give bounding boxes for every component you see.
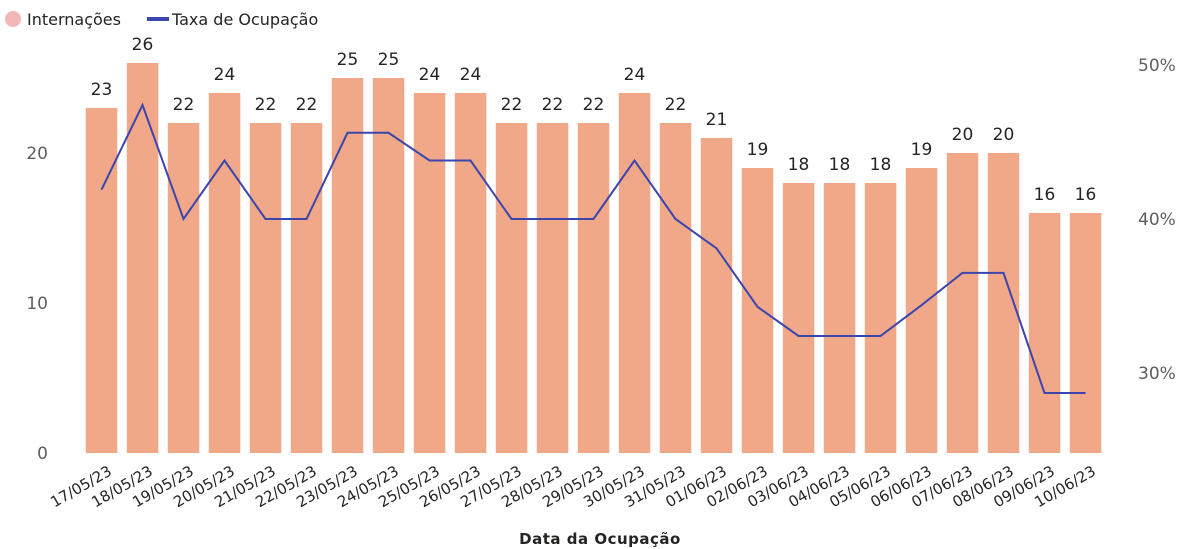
legend-marker-taxa-ocupacao	[147, 17, 169, 21]
bar	[577, 123, 610, 453]
bar	[1028, 213, 1061, 453]
bar-data-label: 23	[91, 80, 113, 100]
bar-data-label: 22	[665, 95, 687, 115]
y-tick-label: 20	[26, 144, 48, 164]
bar-data-label: 19	[747, 140, 769, 160]
legend-marker-internacoes	[5, 11, 21, 27]
bar	[536, 123, 569, 453]
bar	[659, 123, 692, 453]
bar	[85, 108, 118, 453]
bar	[946, 153, 979, 453]
y-axis-right: 30% 40% 50%	[1138, 56, 1176, 384]
bar-data-label: 18	[870, 155, 892, 175]
y2-tick-label: 40%	[1138, 210, 1176, 230]
bar-data-label: 22	[583, 95, 605, 115]
legend: Internações Taxa de Ocupação	[5, 10, 318, 29]
bar	[1069, 213, 1102, 453]
bar	[905, 168, 938, 453]
bar	[782, 183, 815, 453]
bar	[700, 138, 733, 453]
x-axis: 17/05/2318/05/2319/05/2320/05/2321/05/23…	[47, 462, 1098, 511]
bar	[618, 93, 651, 453]
bar-data-label: 25	[378, 50, 400, 70]
bar-data-label: 19	[911, 140, 933, 160]
bar	[823, 183, 856, 453]
legend-label-internacoes: Internações	[27, 10, 121, 29]
bar-data-label: 24	[460, 65, 482, 85]
bar	[126, 63, 159, 453]
bar-data-label: 21	[706, 110, 728, 130]
legend-label-taxa-ocupacao: Taxa de Ocupação	[171, 10, 318, 29]
bar-data-label: 24	[624, 65, 646, 85]
bar	[331, 78, 364, 453]
bar	[454, 93, 487, 453]
bar-data-label: 22	[501, 95, 523, 115]
bar	[741, 168, 774, 453]
bar	[864, 183, 897, 453]
bar	[167, 123, 200, 453]
bar-series-internacoes	[85, 63, 1102, 453]
bar	[495, 123, 528, 453]
y2-tick-label: 50%	[1138, 56, 1176, 76]
bar	[249, 123, 282, 453]
bar-data-label: 18	[788, 155, 810, 175]
bar-data-label: 24	[419, 65, 441, 85]
y2-tick-label: 30%	[1138, 364, 1176, 384]
bar	[372, 78, 405, 453]
bar-data-label: 22	[173, 95, 195, 115]
y-tick-label: 10	[26, 294, 48, 314]
line-series-taxa-ocupacao	[100, 102, 1086, 394]
bar-data-label: 26	[132, 35, 154, 55]
bar-data-label: 25	[337, 50, 359, 70]
bar-data-label: 22	[542, 95, 564, 115]
bar	[208, 93, 241, 453]
bar-data-label: 22	[296, 95, 318, 115]
bar	[413, 93, 446, 453]
bar-data-label: 20	[993, 125, 1015, 145]
bar-data-label: 24	[214, 65, 236, 85]
bar-data-label: 16	[1075, 185, 1097, 205]
bar	[290, 123, 323, 453]
bar-data-label: 16	[1034, 185, 1056, 205]
y-tick-label: 0	[37, 444, 48, 464]
x-axis-title: Data da Ocupação	[519, 530, 681, 548]
bar-data-label: 20	[952, 125, 974, 145]
y-axis-left: 0 10 20	[26, 144, 48, 464]
data-labels: 23 26 22 24 22 22 25 25 24 24 22 22 22 24 22 21 19 18 18 18…	[91, 35, 1097, 205]
bar-data-label: 18	[829, 155, 851, 175]
bar-data-label: 22	[255, 95, 277, 115]
